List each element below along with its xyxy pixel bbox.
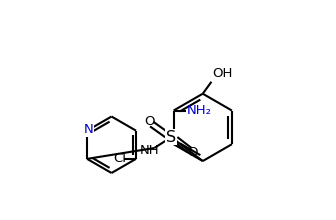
Text: O: O [144, 115, 154, 128]
Text: O: O [187, 146, 198, 159]
Text: OH: OH [213, 67, 233, 80]
Text: N: N [83, 123, 93, 136]
Text: S: S [166, 130, 176, 145]
Text: Cl: Cl [113, 152, 126, 165]
Text: NH: NH [140, 144, 159, 157]
Text: NH₂: NH₂ [186, 104, 212, 117]
